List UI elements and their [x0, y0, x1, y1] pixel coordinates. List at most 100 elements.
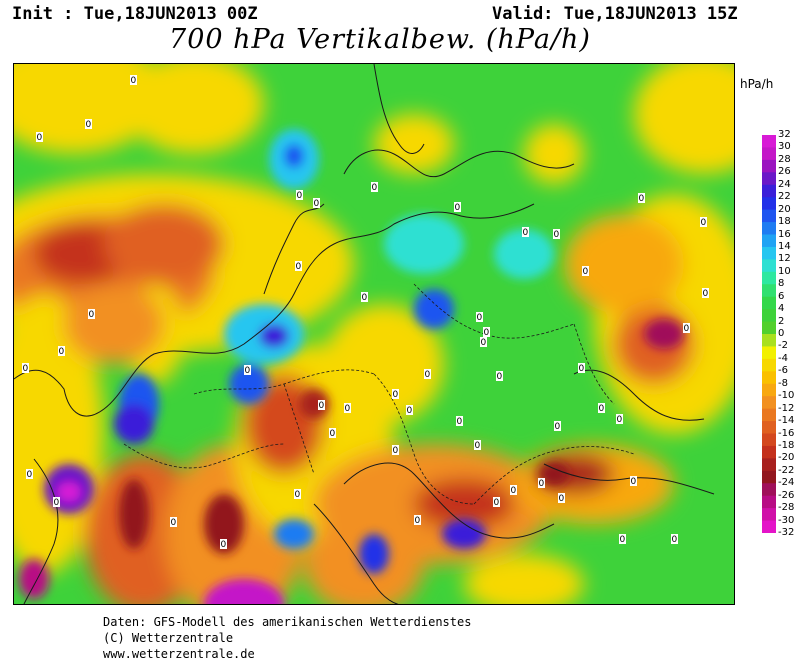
legend-swatch	[762, 172, 776, 186]
field-patch	[64, 284, 164, 364]
contour-label: 0	[27, 470, 33, 480]
contour-label: 0	[415, 516, 421, 526]
contour-label: 0	[59, 347, 65, 357]
contour-label-bg	[294, 489, 301, 499]
field-core	[299, 389, 329, 419]
legend-tick: 28	[778, 153, 791, 165]
legend-swatch	[762, 445, 776, 459]
legend-swatch	[762, 209, 776, 223]
legend-tick: -28	[778, 502, 795, 514]
contour-label: 0	[523, 228, 529, 238]
legend-tick: 26	[778, 166, 791, 178]
contour-label: 0	[617, 415, 623, 425]
field-patch	[124, 64, 264, 154]
field-core	[114, 404, 154, 444]
contour-label-bg	[510, 485, 517, 495]
contour-label: 0	[672, 535, 678, 545]
contour-label: 0	[314, 199, 320, 209]
legend-tick: 6	[778, 290, 785, 302]
contour-label-bg	[313, 198, 320, 208]
legend-tick: -4	[778, 352, 788, 364]
legend-tick: 32	[778, 129, 791, 140]
field-core	[359, 534, 389, 574]
contour-label-bg	[130, 75, 137, 85]
legend-swatch	[762, 147, 776, 161]
contour-label-bg	[480, 337, 487, 347]
contour-label-bg	[53, 497, 60, 507]
contour-label: 0	[554, 230, 560, 240]
credits-block: Daten: GFS-Modell des amerikanischen Wet…	[103, 614, 471, 662]
contour-label-bg	[22, 363, 29, 373]
contour-label-bg	[424, 369, 431, 379]
contour-label-bg	[496, 371, 503, 381]
legend-swatch	[762, 159, 776, 173]
legend-tick: -26	[778, 489, 795, 501]
contour-label-bg	[454, 202, 461, 212]
contour-label-bg	[88, 309, 95, 319]
field-patch	[464, 554, 584, 604]
field-core	[414, 289, 454, 329]
legend-tick: -14	[778, 415, 795, 427]
field-core	[259, 324, 289, 348]
field-core	[284, 144, 304, 168]
field-patch	[634, 64, 734, 174]
contour-label-bg	[619, 534, 626, 544]
contour-label: 0	[684, 324, 690, 334]
field-core	[204, 494, 244, 554]
contour-label: 0	[511, 486, 517, 496]
contour-label-bg	[616, 414, 623, 424]
contour-label-bg	[295, 261, 302, 271]
field-core	[119, 479, 149, 549]
contour-label-bg	[392, 445, 399, 455]
contour-label-bg	[58, 346, 65, 356]
legend-tick: 18	[778, 216, 791, 228]
contour-label: 0	[245, 366, 251, 376]
legend-swatch	[762, 184, 776, 198]
contour-label-bg	[170, 517, 177, 527]
legend-swatch	[762, 408, 776, 422]
legend-tick: 24	[778, 178, 791, 190]
contour-label-bg	[329, 428, 336, 438]
legend-tick: 16	[778, 228, 791, 240]
legend-swatch	[762, 458, 776, 472]
legend-tick: 10	[778, 265, 791, 277]
legend-tick: -24	[778, 477, 795, 489]
legend-tick: -18	[778, 439, 795, 451]
contour-label-bg	[371, 182, 378, 192]
contour-label: 0	[425, 370, 431, 380]
contour-label: 0	[296, 262, 302, 272]
field-patch	[564, 214, 684, 314]
legend-swatch	[762, 197, 776, 211]
country-borders	[123, 283, 635, 505]
field-patch	[524, 124, 584, 184]
legend-tick: -16	[778, 427, 795, 439]
contour-label-bg	[554, 421, 561, 431]
contour-label: 0	[703, 289, 709, 299]
contour-label: 0	[86, 120, 92, 130]
field-core	[442, 519, 486, 549]
legend-swatch	[762, 321, 776, 335]
contour-label: 0	[362, 293, 368, 303]
legend-swatch	[762, 495, 776, 509]
legend-swatch	[762, 508, 776, 522]
field-core	[274, 519, 314, 549]
legend-tick: 4	[778, 303, 785, 315]
coastlines	[14, 64, 715, 604]
contour-label: 0	[455, 203, 461, 213]
contour-label-bg	[522, 227, 529, 237]
contour-label-bg	[474, 440, 481, 450]
field-patch	[104, 204, 224, 284]
legend-swatch	[762, 284, 776, 298]
contour-label: 0	[583, 267, 589, 277]
contour-label: 0	[54, 498, 60, 508]
color-legend-bar	[762, 135, 776, 533]
contour-label: 0	[475, 441, 481, 451]
contour-label: 0	[639, 194, 645, 204]
contour-label: 0	[407, 406, 413, 416]
legend-tick: 14	[778, 240, 791, 252]
vertical-motion-map: 0 0 0 0 0 0 0 0 0 0 0 0 0 0 0 0 0 0 0 0 0 0 0 0 0 0 0 0 0 0 0 0 0 0 0 0 0 0 0 0…	[13, 63, 735, 605]
field-core	[204, 579, 284, 604]
legend-tick: -32	[778, 527, 795, 538]
contour-label-bg	[220, 539, 227, 549]
legend-swatch	[762, 234, 776, 248]
